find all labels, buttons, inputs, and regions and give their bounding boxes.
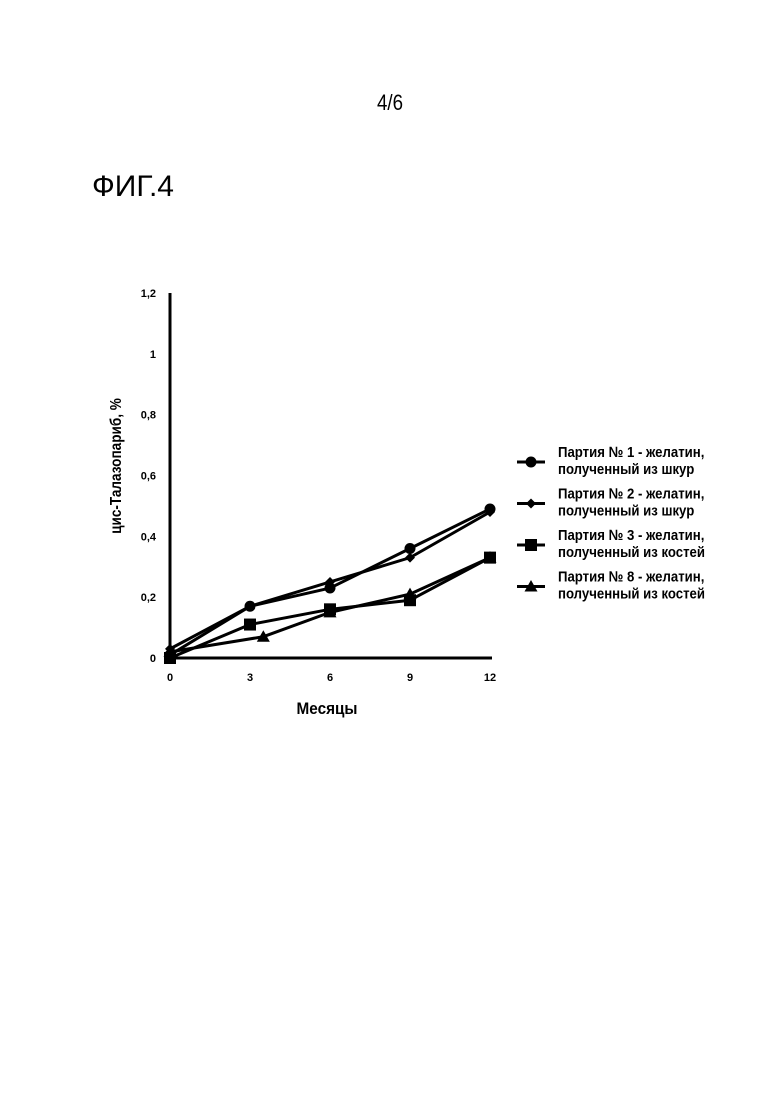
- legend-label-line1: Партия № 3 - желатин,: [558, 526, 704, 543]
- x-tick-label: 3: [247, 672, 253, 684]
- diamond-marker: [526, 499, 536, 509]
- legend-label-line2: полученный из костей: [558, 585, 705, 602]
- legend-label-line1: Партия № 8 - желатин,: [558, 568, 704, 585]
- x-tick-label: 0: [167, 672, 173, 684]
- chart-axes: [168, 293, 492, 658]
- y-tick-label: 0,8: [141, 410, 156, 422]
- y-axis-label: цис-Талазопариб, %: [108, 398, 125, 534]
- x-tick-label: 6: [327, 672, 333, 684]
- series-layer: [164, 503, 497, 664]
- legend-label-line1: Партия № 2 - желатин,: [558, 485, 704, 502]
- x-axis-label: Месяцы: [297, 699, 358, 718]
- y-tick-label: 0: [150, 653, 156, 665]
- legend-entry: Партия № 1 - желатин,полученный из шкур: [517, 443, 704, 477]
- circle-marker: [526, 457, 537, 468]
- legend: Партия № 1 - желатин,полученный из шкурП…: [517, 443, 705, 601]
- legend-entry: Партия № 3 - желатин,полученный из косте…: [517, 526, 705, 560]
- y-tick-label: 1,2: [141, 288, 156, 300]
- legend-entry: Партия № 8 - желатин,полученный из косте…: [517, 568, 705, 602]
- y-tick-labels: 0 0,2 0,4 0,6 0,8 1 1,2: [141, 288, 157, 665]
- y-tick-label: 1: [150, 349, 156, 361]
- y-tick-label: 0,4: [141, 531, 157, 543]
- legend-label-line2: полученный из шкур: [558, 460, 695, 477]
- circle-marker: [405, 543, 416, 554]
- y-tick-label: 0,2: [141, 592, 156, 604]
- legend-label-line2: полученный из шкур: [558, 502, 695, 519]
- x-tick-label: 12: [484, 672, 496, 684]
- x-tick-label: 9: [407, 672, 413, 684]
- y-tick-label: 0,6: [141, 471, 156, 483]
- legend-entry: Партия № 2 - желатин,полученный из шкур: [517, 485, 704, 519]
- legend-label-line2: полученный из костей: [558, 543, 705, 560]
- square-marker: [244, 619, 256, 631]
- legend-label-line1: Партия № 1 - желатин,: [558, 443, 704, 460]
- square-marker: [525, 539, 537, 551]
- x-tick-labels: 0 3 6 9 12: [167, 672, 496, 684]
